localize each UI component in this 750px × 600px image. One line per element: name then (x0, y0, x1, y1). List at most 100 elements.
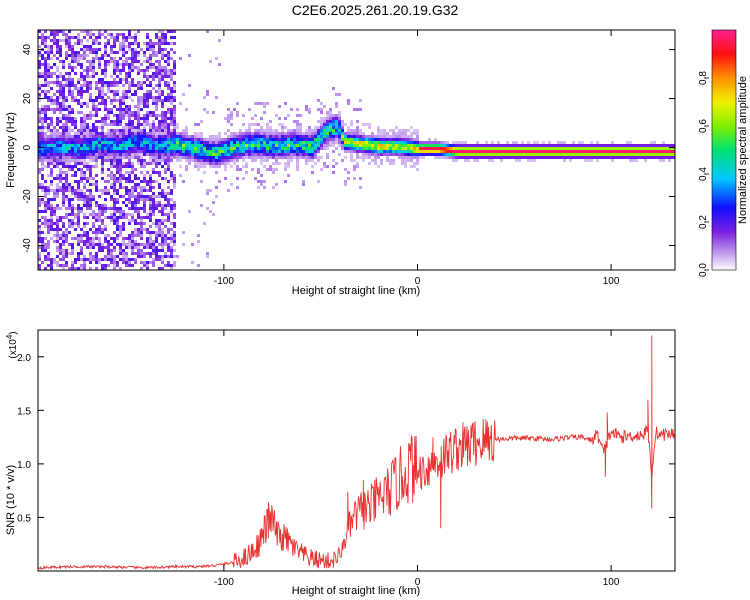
spectrogram-cell (143, 189, 146, 192)
spectrogram-cell (161, 153, 164, 156)
spectrogram-cell (62, 123, 65, 126)
spectrogram-cell (602, 153, 605, 156)
spectrogram-cell (50, 219, 53, 222)
spectrogram-cell (47, 189, 50, 192)
spectrogram-cell (113, 198, 116, 201)
spectrogram-cell (110, 162, 113, 165)
spectrogram-cell (92, 144, 95, 147)
spectrogram-cell (44, 75, 47, 78)
spectrogram-cell (227, 135, 230, 138)
spectrogram-cell (419, 156, 422, 159)
spectrogram-cell (200, 141, 203, 144)
spectrogram-cell (119, 246, 122, 249)
spectrogram-cell (71, 186, 74, 189)
spectrogram-cell (386, 135, 389, 138)
spectrogram-cell (119, 81, 122, 84)
spectrogram-cell (170, 144, 173, 147)
spectrogram-cell (161, 261, 164, 264)
spectrogram-cell (89, 255, 92, 258)
spectrogram-cell (95, 261, 98, 264)
spectrogram-cell (164, 207, 167, 210)
spectrogram-cell (146, 90, 149, 93)
spectrogram-cell (77, 198, 80, 201)
spectrogram-cell (71, 81, 74, 84)
spectrogram-cell (92, 198, 95, 201)
spectrogram-cell (614, 147, 617, 150)
spectrogram-cell (287, 129, 290, 132)
spectrogram-cell (305, 150, 308, 153)
spectrogram-cell (539, 144, 542, 147)
spectrogram-cell (206, 93, 209, 96)
spectrogram-cell (572, 141, 575, 144)
spectrogram-cell (158, 90, 161, 93)
spectrogram-cell (134, 258, 137, 261)
spectrogram-cell (104, 141, 107, 144)
spectrogram-cell (59, 81, 62, 84)
spectrogram-cell (86, 69, 89, 72)
spectrogram-cell (152, 207, 155, 210)
spectrogram-cell (116, 81, 119, 84)
spectrogram-cell (89, 258, 92, 261)
spectrogram-cell (251, 117, 254, 120)
spectrogram-cell (98, 78, 101, 81)
spectrogram-cell (371, 153, 374, 156)
spectrogram-cell (155, 144, 158, 147)
spectrogram-cell (302, 156, 305, 159)
spectrogram-cell (413, 162, 416, 165)
spectrogram-cell (122, 147, 125, 150)
spectrogram-cell (119, 135, 122, 138)
spectrogram-cell (230, 135, 233, 138)
spectrogram-cell (569, 159, 572, 162)
spectrogram-cell (68, 243, 71, 246)
spectrogram-cell (125, 90, 128, 93)
spectrogram-cell (56, 75, 59, 78)
spectrogram-cell (134, 66, 137, 69)
spectrogram-cell (137, 213, 140, 216)
spectrogram-cell (47, 75, 50, 78)
spectrogram-cell (119, 159, 122, 162)
spectrogram-cell (56, 189, 59, 192)
spectrogram-cell (497, 141, 500, 144)
spectrogram-cell (161, 78, 164, 81)
spectrogram-cell (71, 210, 74, 213)
spectrogram-cell (170, 135, 173, 138)
spectrogram-cell (134, 207, 137, 210)
spectrogram-cell (83, 222, 86, 225)
spectrogram-cell (287, 141, 290, 144)
spectrogram-cell (221, 153, 224, 156)
spectrogram-cell (107, 108, 110, 111)
spectrogram-cell (110, 36, 113, 39)
spectrogram-cell (632, 150, 635, 153)
spectrogram-cell (143, 69, 146, 72)
spectrogram-cell (191, 141, 194, 144)
spectrogram-cell (137, 153, 140, 156)
spectrogram-cell (167, 192, 170, 195)
spectrogram-cell (584, 144, 587, 147)
spectrogram-cell (329, 132, 332, 135)
spectrogram-cell (89, 177, 92, 180)
spectrogram-cell (143, 216, 146, 219)
spectrogram-cell (77, 129, 80, 132)
spectrogram-cell (50, 261, 53, 264)
spectrogram-cell (536, 147, 539, 150)
spectrogram-cell (155, 195, 158, 198)
spectrogram-cell (89, 93, 92, 96)
spectrogram-cell (50, 135, 53, 138)
spectrogram-cell (104, 123, 107, 126)
spectrogram-cell (77, 156, 80, 159)
spectrogram-cell (50, 267, 53, 270)
spectrogram-cell (284, 138, 287, 141)
spectrogram-cell (452, 147, 455, 150)
spectrogram-cell (89, 63, 92, 66)
spectrogram-cell (41, 249, 44, 252)
spectrogram-cell (134, 186, 137, 189)
spectrogram-cell (38, 30, 41, 33)
spectrogram-cell (95, 159, 98, 162)
spectrogram-cell (80, 120, 83, 123)
spectrogram-cell (254, 150, 257, 153)
spectrogram-cell (137, 66, 140, 69)
spectrogram-cell (47, 48, 50, 51)
spectrogram-cell (65, 249, 68, 252)
spectrogram-cell (251, 168, 254, 171)
spectrogram-cell (590, 150, 593, 153)
